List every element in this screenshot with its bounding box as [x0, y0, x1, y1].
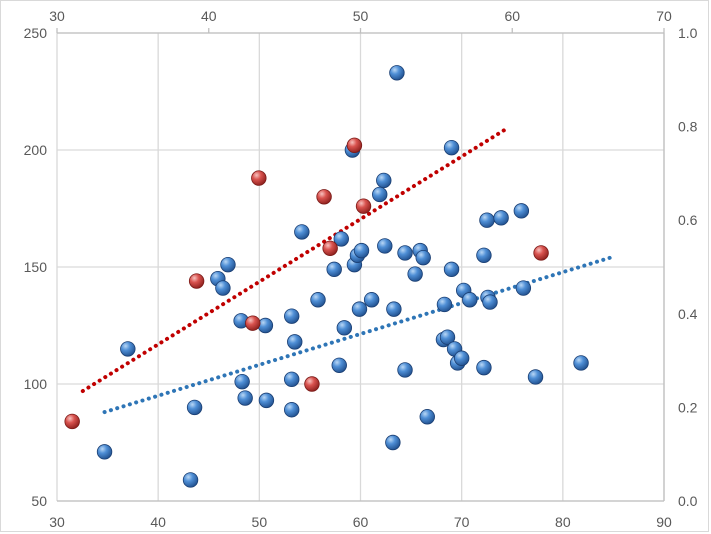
red-data-point: [251, 170, 267, 186]
blue-data-point: [493, 210, 509, 226]
x-top-tick-label: 60: [504, 8, 520, 24]
blue-data-point: [527, 369, 544, 385]
x-bottom-tick-label: 70: [454, 514, 470, 530]
blue-data-point: [386, 301, 402, 317]
blue-data-point: [331, 357, 347, 373]
y-right-tick-label: 1.0: [678, 25, 698, 41]
blue-data-point: [326, 261, 342, 278]
y-right-tick-label: 0.0: [678, 493, 698, 509]
y-right-tick-label: 0.6: [678, 212, 698, 228]
blue-data-point: [479, 212, 495, 228]
blue-data-point: [462, 292, 478, 308]
x-bottom-tick-label: 40: [150, 514, 166, 530]
blue-data-point: [443, 139, 460, 156]
blue-data-point: [476, 247, 492, 264]
y-left-tick-label: 100: [24, 376, 48, 392]
blue-data-point: [482, 294, 498, 310]
blue-data-point: [257, 317, 274, 334]
blue-data-point: [397, 245, 413, 261]
blue-data-point: [385, 434, 401, 451]
y-left-tick-label: 250: [24, 25, 48, 41]
blue-data-point: [353, 242, 370, 259]
red-data-point: [316, 189, 332, 205]
blue-data-point: [443, 261, 460, 278]
data-points: [64, 65, 589, 488]
y-right-tick-label: 0.2: [678, 399, 698, 415]
blue-data-point: [258, 392, 275, 409]
red-data-point: [533, 245, 549, 261]
blue-data-point: [453, 350, 470, 366]
red-data-point: [304, 376, 320, 392]
blue-data-point: [515, 280, 532, 296]
blue-data-point: [284, 402, 300, 418]
y-left-tick-label: 200: [24, 142, 48, 158]
blue-data-point: [120, 341, 136, 357]
blue-data-point: [407, 266, 423, 282]
red-data-point: [322, 240, 338, 256]
blue-data-point: [389, 65, 405, 81]
x-bottom-tick-label: 90: [656, 514, 672, 530]
blue-data-point: [287, 334, 303, 350]
blue-data-point: [397, 362, 413, 378]
x-top-tick-label: 30: [49, 8, 65, 24]
blue-data-point: [96, 444, 113, 460]
blue-data-point: [439, 329, 456, 345]
red-data-point: [188, 273, 205, 289]
blue-trendline: [102, 255, 613, 415]
blue-data-point: [284, 308, 300, 324]
axes: [56, 28, 665, 502]
y-right-tick-label: 0.8: [678, 119, 698, 135]
red-data-point: [64, 413, 80, 430]
x-top-tick-label: 40: [201, 8, 217, 24]
blue-data-point: [220, 256, 236, 273]
x-bottom-tick-label: 80: [555, 514, 571, 530]
blue-data-point: [351, 301, 368, 317]
x-bottom-tick-label: 30: [49, 514, 65, 530]
red-data-point: [245, 315, 261, 331]
red-trendline: [80, 126, 509, 394]
red-data-point: [346, 137, 363, 154]
trendlines: [80, 126, 613, 415]
blue-data-point: [513, 203, 530, 219]
blue-data-point: [186, 399, 203, 416]
y-left-tick-label: 150: [24, 259, 48, 275]
blue-data-point: [363, 292, 380, 308]
x-bottom-tick-label: 60: [353, 514, 369, 530]
x-bottom-tick-label: 50: [252, 514, 268, 530]
x-top-tick-label: 70: [656, 8, 672, 24]
blue-data-point: [237, 390, 253, 406]
blue-data-point: [436, 296, 453, 313]
x-top-tick-label: 50: [353, 8, 369, 24]
blue-data-point: [376, 172, 392, 189]
blue-data-point: [333, 231, 349, 247]
blue-data-point: [294, 224, 310, 240]
blue-data-point: [419, 409, 435, 425]
blue-data-point: [284, 371, 300, 388]
blue-data-point: [215, 280, 231, 296]
blue-data-point: [182, 472, 199, 488]
blue-data-point: [415, 249, 431, 266]
red-data-point: [355, 198, 372, 214]
blue-data-point: [377, 238, 393, 254]
blue-data-point: [234, 373, 250, 390]
y-left-tick-label: 50: [31, 493, 47, 509]
blue-data-point: [573, 355, 589, 371]
y-right-tick-label: 0.4: [678, 306, 698, 322]
blue-data-point: [336, 320, 353, 336]
blue-data-point: [310, 292, 326, 308]
blue-data-point: [372, 186, 388, 203]
blue-data-point: [476, 359, 492, 376]
